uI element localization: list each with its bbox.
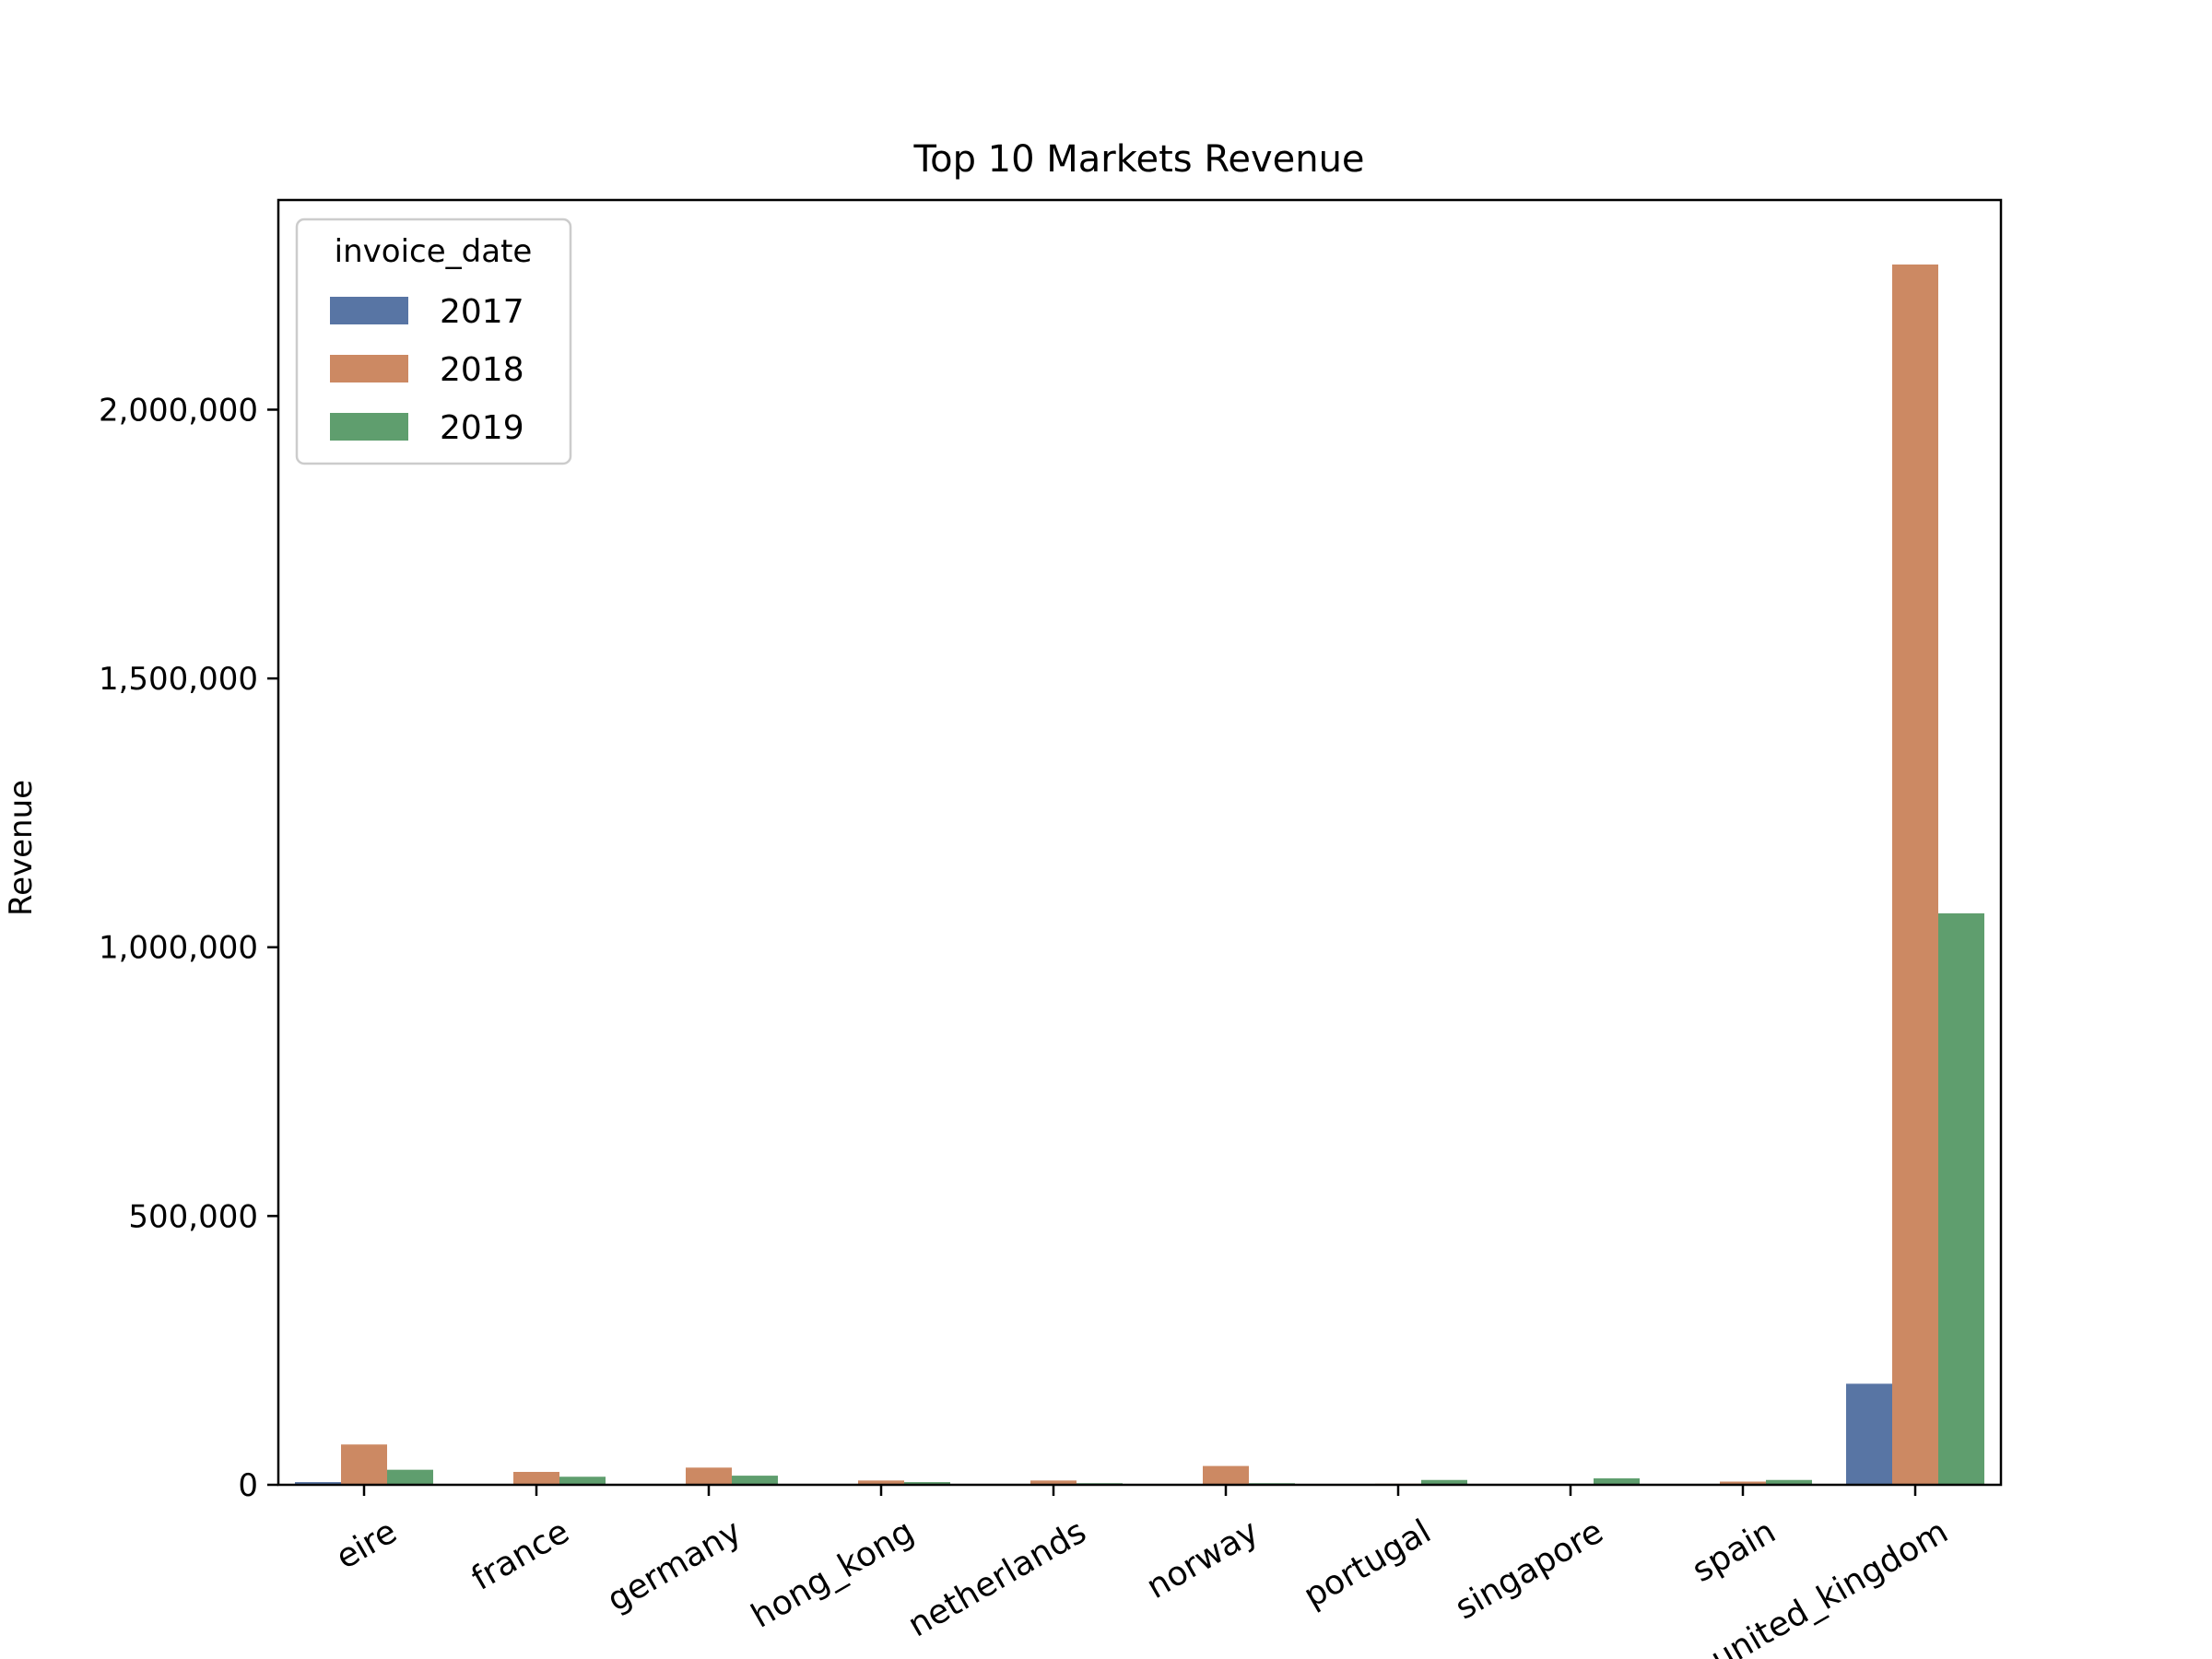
bar-eire-2019 <box>387 1469 433 1485</box>
bar-hong_kong-2019 <box>904 1482 950 1485</box>
x-tick-label-germany: germany <box>601 1512 747 1619</box>
legend-swatch-2019 <box>330 413 408 441</box>
bar-portugal-2019 <box>1421 1479 1467 1485</box>
bar-germany-2018 <box>686 1467 732 1485</box>
bar-netherlands-2018 <box>1030 1480 1077 1485</box>
x-tick-label-spain: spain <box>1686 1512 1782 1590</box>
y-tick-label: 500,000 <box>128 1198 258 1235</box>
y-tick-label: 1,500,000 <box>99 661 258 698</box>
bar-spain-2018 <box>1720 1481 1766 1485</box>
legend-label-2019: 2019 <box>440 409 524 447</box>
y-tick-label: 2,000,000 <box>99 392 258 429</box>
x-tick-label-eire: eire <box>330 1512 404 1577</box>
x-tick-label-singapore: singapore <box>1449 1512 1609 1627</box>
y-tick-label: 0 <box>238 1467 258 1504</box>
bar-singapore-2019 <box>1594 1478 1640 1485</box>
x-tick-label-portugal: portugal <box>1298 1512 1438 1615</box>
legend-swatch-2018 <box>330 355 408 382</box>
chart-title: Top 10 Markets Revenue <box>912 138 1364 181</box>
x-tick-label-france: france <box>465 1512 575 1598</box>
x-tick-label-norway: norway <box>1140 1512 1265 1606</box>
bar-france-2019 <box>559 1477 606 1485</box>
legend: invoice_date 2017 2018 2019 <box>295 218 572 465</box>
legend-label-2018: 2018 <box>440 351 524 389</box>
legend-swatch-2017 <box>330 297 408 324</box>
legend-box <box>295 218 572 465</box>
x-tick-label-netherlands: netherlands <box>902 1512 1093 1644</box>
bar-united_kingdom-2019 <box>1938 912 1984 1485</box>
bar-eire-2018 <box>341 1444 387 1485</box>
y-axis-label: Revenue <box>3 780 40 916</box>
bar-eire-2017 <box>295 1482 341 1485</box>
bar-spain-2019 <box>1766 1479 1812 1485</box>
y-axis-ticks: 0 500,000 1,000,000 1,500,000 2,000,000 <box>99 392 278 1504</box>
y-tick-label: 1,000,000 <box>99 930 258 967</box>
legend-label-2017: 2017 <box>440 293 524 331</box>
bar-hong_kong-2018 <box>858 1480 904 1485</box>
bar-norway-2018 <box>1203 1465 1249 1485</box>
plot-frame <box>276 198 2003 1487</box>
bar-germany-2019 <box>732 1476 778 1485</box>
bar-france-2018 <box>513 1472 559 1485</box>
legend-title: invoice_date <box>335 233 533 270</box>
x-tick-label-hong_kong: hong_kong <box>745 1512 920 1635</box>
bar-united_kingdom-2018 <box>1892 264 1938 1485</box>
bar-united_kingdom-2017 <box>1846 1383 1892 1485</box>
